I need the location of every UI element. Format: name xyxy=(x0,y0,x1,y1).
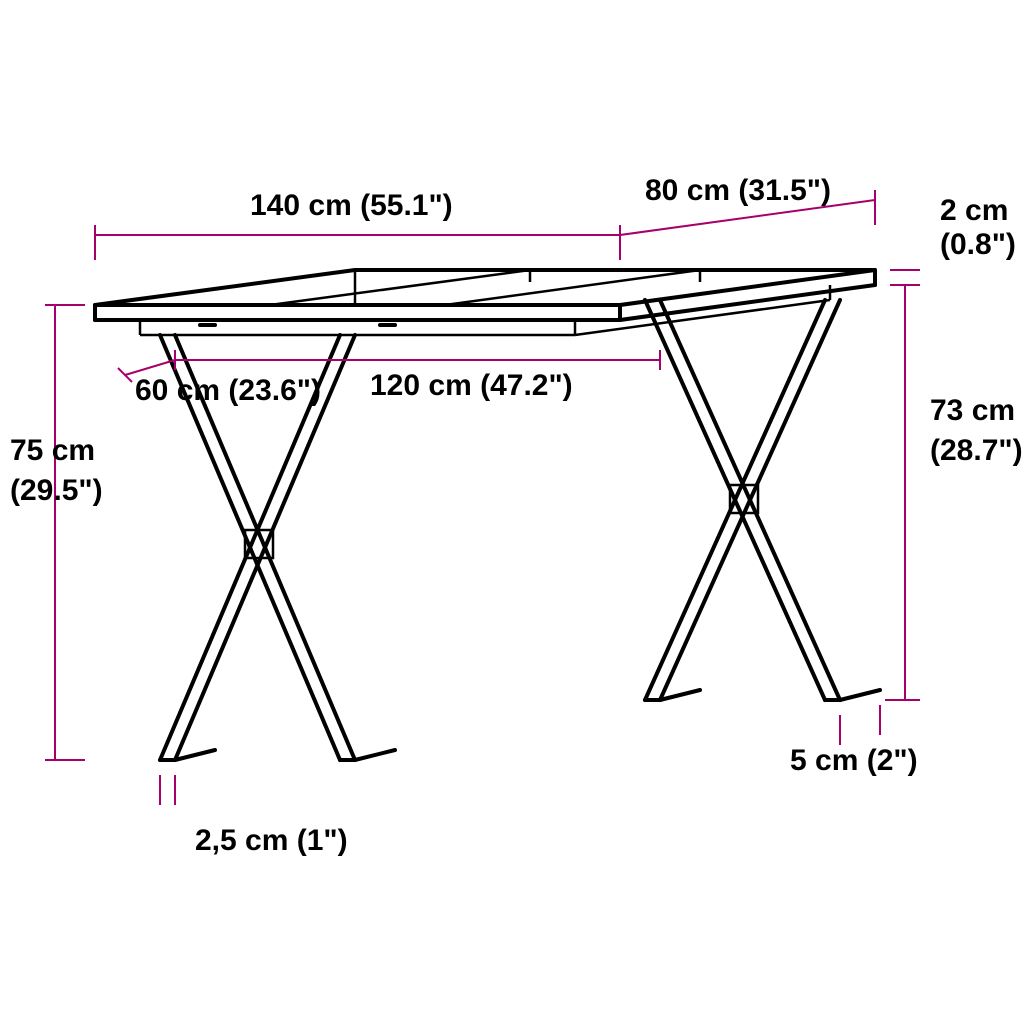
dim-height-cm: 75 cm (29.5") xyxy=(10,434,103,507)
dim-leg-side: 5 cm (2") xyxy=(790,744,918,777)
dim-inner-depth: 60 cm (23.6") xyxy=(135,374,321,407)
dim-leg-front: 2,5 cm (1") xyxy=(195,824,348,857)
dim-inner-length: 120 cm (47.2") xyxy=(370,369,573,402)
dim-thickness-cm: 2 cm (0.8") xyxy=(940,194,1017,261)
dim-top-depth: 80 cm (31.5") xyxy=(645,174,831,207)
dim-top-length: 140 cm (55.1") xyxy=(250,189,453,222)
dim-legheight-cm: 73 cm (28.7") xyxy=(930,394,1023,467)
